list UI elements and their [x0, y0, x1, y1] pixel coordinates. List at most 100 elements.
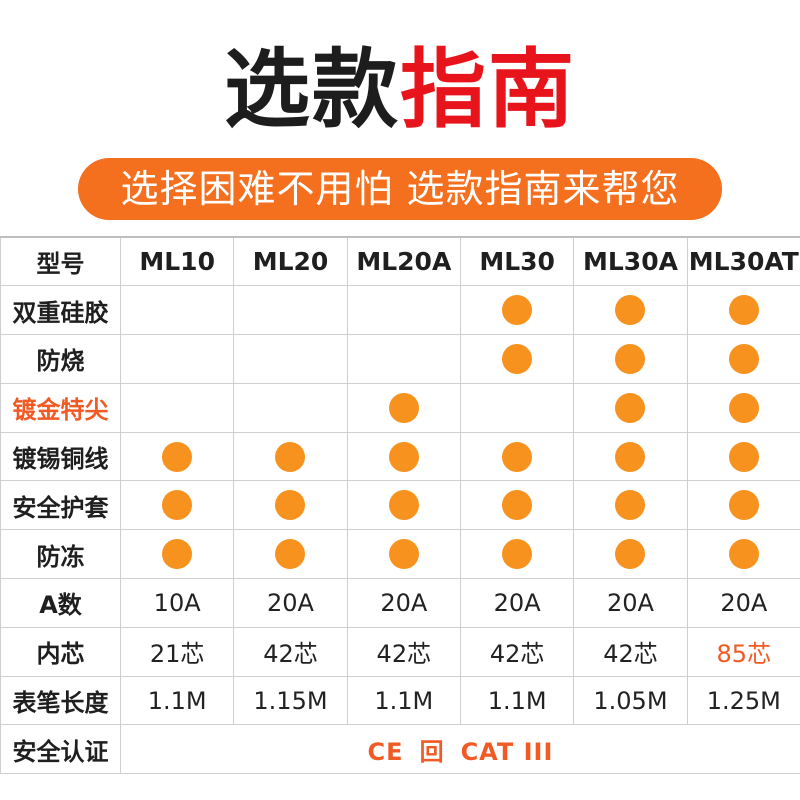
feature-cell [346, 334, 461, 384]
feature-dot-icon [388, 539, 419, 570]
feature-cell [573, 529, 688, 580]
model-header-ml30a: ML30A [573, 236, 688, 287]
table-row: 安全护套 [0, 480, 800, 531]
feature-cell [119, 285, 235, 336]
cert-item: CAT III [460, 737, 554, 766]
value-cell: 1.1M [119, 675, 235, 726]
value-cell: 1.1M [346, 675, 461, 726]
title-part-red: 指南 [400, 40, 576, 140]
value-cell: 20A [686, 578, 800, 628]
feature-cell [686, 431, 800, 482]
feature-cell [233, 431, 348, 482]
feature-cell [233, 285, 348, 336]
feature-cell [233, 480, 348, 531]
feature-cell [346, 431, 461, 482]
table-row-certification: 安全认证 CE 回 CAT III [0, 724, 800, 775]
feature-label: 镀锡铜线 [0, 431, 121, 482]
feature-dot-icon [615, 343, 646, 374]
model-header-ml20: ML20 [233, 236, 348, 287]
feature-cell [459, 285, 575, 336]
feature-dot-icon [615, 392, 646, 423]
table-row: 内芯 21芯 42芯 42芯 42芯 42芯 85芯 [0, 626, 800, 677]
feature-dot-icon [728, 295, 759, 326]
value-cell: 20A [459, 578, 575, 628]
feature-label: 双重硅胶 [0, 285, 121, 336]
feature-dot-icon [502, 295, 533, 326]
feature-dot-icon [162, 490, 193, 521]
value-cell: 1.1M [459, 675, 575, 726]
value-cell: 20A [233, 578, 348, 628]
feature-cell [119, 382, 235, 433]
feature-cell [346, 285, 461, 336]
model-header-ml30: ML30 [459, 236, 575, 287]
feature-cell [233, 529, 348, 580]
header-model-label: 型号 [0, 236, 121, 287]
feature-label: 安全护套 [0, 480, 121, 531]
value-cell: 42芯 [346, 626, 461, 677]
subtitle-banner: 选择困难不用怕 选款指南来帮您 [78, 158, 722, 220]
feature-dot-icon [275, 539, 306, 570]
cert-value: CE 回 CAT III [120, 724, 800, 775]
feature-cell [573, 431, 688, 482]
feature-dot-icon [502, 441, 533, 472]
feature-cell [233, 382, 348, 433]
feature-cell [459, 431, 575, 482]
value-cell: 42芯 [573, 626, 688, 677]
table-row: 防烧 [0, 334, 800, 384]
table-row: 双重硅胶 [0, 285, 800, 336]
table-row: 防冻 [0, 529, 800, 580]
feature-dot-icon [728, 490, 759, 521]
feature-cell [346, 480, 461, 531]
table-row: 表笔长度 1.1M 1.15M 1.1M 1.1M 1.05M 1.25M [0, 675, 800, 726]
feature-cell [686, 382, 800, 433]
value-cell: 10A [119, 578, 235, 628]
value-row-label: A数 [0, 578, 121, 628]
feature-cell [686, 334, 800, 384]
feature-cell [459, 480, 575, 531]
value-cell: 21芯 [119, 626, 235, 677]
feature-cell [459, 334, 575, 384]
feature-cell [119, 480, 235, 531]
feature-cell [119, 334, 235, 384]
feature-cell [686, 480, 800, 531]
table-row: 镀金特尖 [0, 382, 800, 433]
table-row: 镀锡铜线 [0, 431, 800, 482]
feature-dot-icon [615, 441, 646, 472]
model-header-ml10: ML10 [119, 236, 235, 287]
feature-dot-icon [728, 392, 759, 423]
feature-cell [573, 480, 688, 531]
cert-item: CE [367, 737, 404, 766]
feature-cell [686, 529, 800, 580]
model-header-ml20a: ML20A [346, 236, 461, 287]
table-header-row: 型号 ML10 ML20 ML20A ML30 ML30A ML30AT [0, 236, 800, 287]
feature-dot-icon [388, 490, 419, 521]
feature-cell [233, 334, 348, 384]
table-row: A数 10A 20A 20A 20A 20A 20A [0, 578, 800, 628]
feature-cell [573, 285, 688, 336]
feature-label: 镀金特尖 [0, 382, 121, 433]
feature-dot-icon [162, 441, 193, 472]
page-title: 选款指南 [0, 40, 800, 140]
value-cell: 42芯 [459, 626, 575, 677]
feature-cell [119, 529, 235, 580]
value-cell: 1.15M [233, 675, 348, 726]
value-cell: 20A [573, 578, 688, 628]
feature-label: 防烧 [0, 334, 121, 384]
cert-item: 回 [419, 737, 445, 766]
value-row-label: 表笔长度 [0, 675, 121, 726]
feature-dot-icon [502, 539, 533, 570]
feature-dot-icon [502, 490, 533, 521]
feature-cell [686, 285, 800, 336]
feature-dot-icon [615, 490, 646, 521]
feature-cell [459, 382, 575, 433]
model-header-ml30at: ML30AT [686, 236, 800, 287]
feature-dot-icon [275, 441, 306, 472]
feature-cell [346, 382, 461, 433]
feature-dot-icon [275, 490, 306, 521]
cert-label: 安全认证 [0, 724, 121, 775]
title-part-black: 选款 [224, 40, 400, 140]
feature-dot-icon [615, 295, 646, 326]
feature-dot-icon [388, 392, 419, 423]
value-cell: 1.25M [686, 675, 800, 726]
feature-dot-icon [728, 441, 759, 472]
